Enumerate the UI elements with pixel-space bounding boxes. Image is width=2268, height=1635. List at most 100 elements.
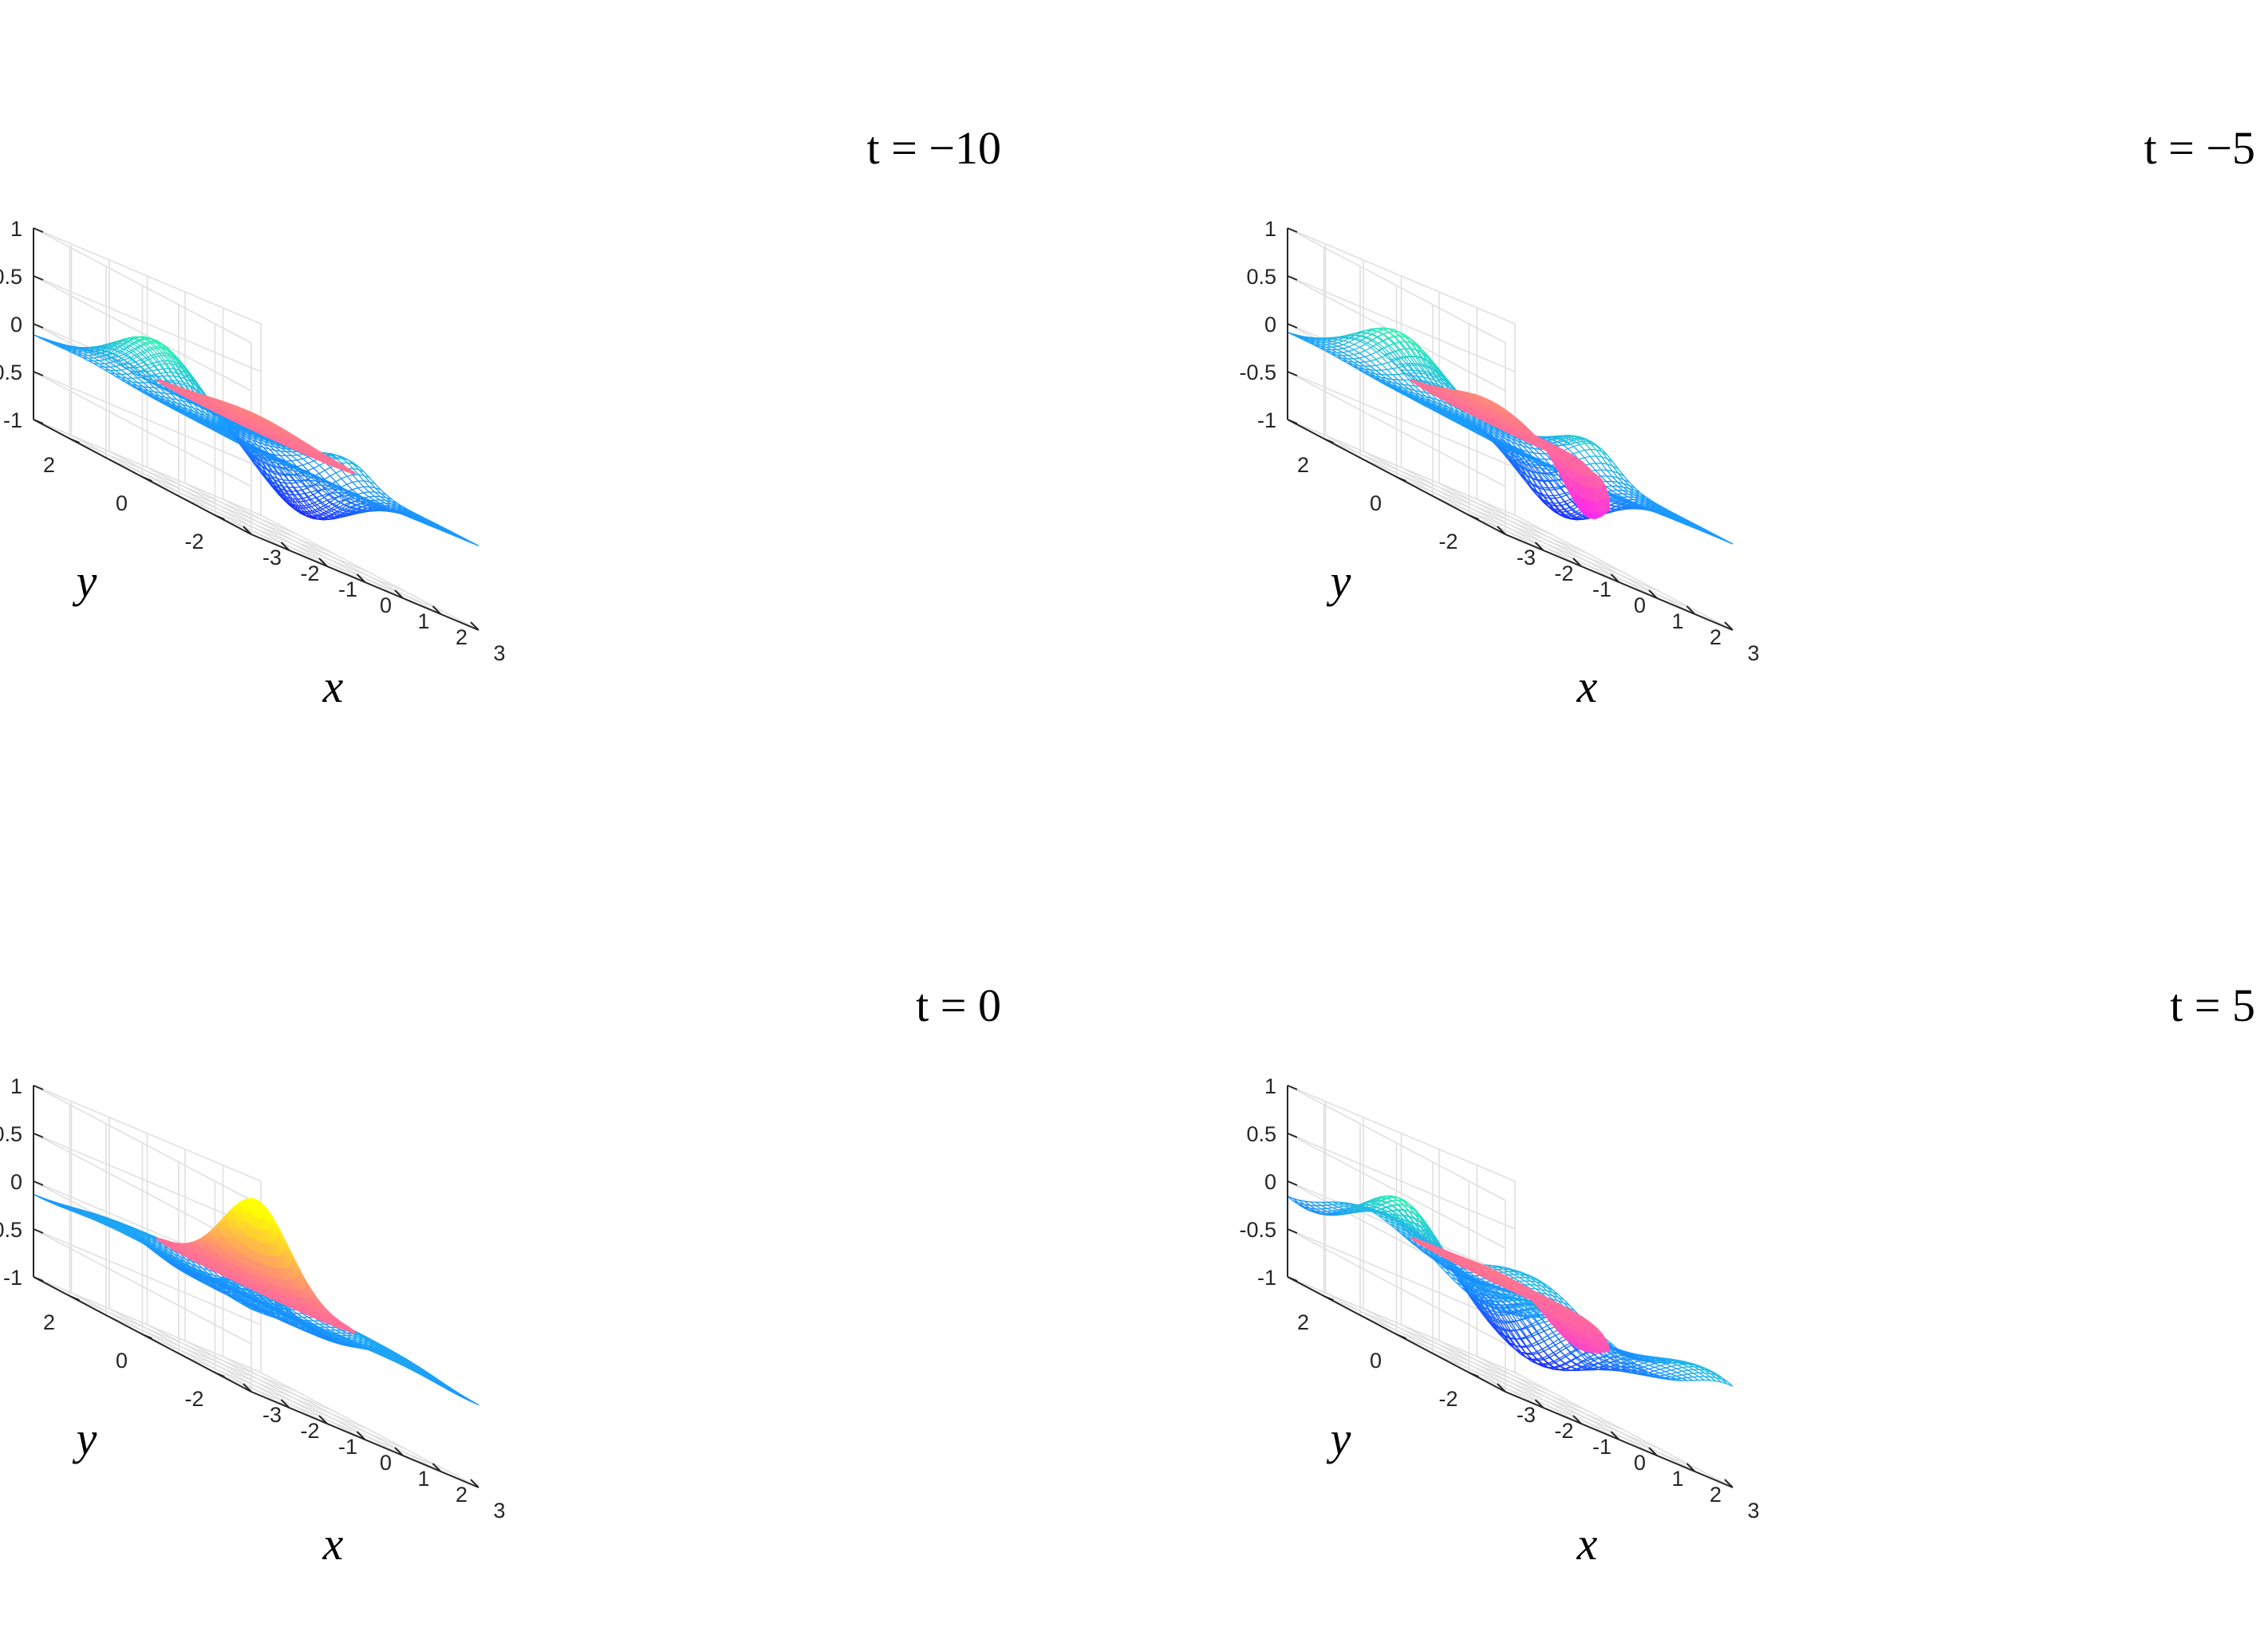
mesh-line [101,345,107,347]
mesh-line [313,460,320,466]
mesh-line [112,346,119,350]
mesh-line [168,360,174,363]
y-tick-label: 0 [116,491,128,515]
mesh-line [306,514,313,517]
z-tick [33,371,44,376]
mesh-line [115,365,122,371]
mesh-line [306,510,313,513]
mesh-surface [33,334,479,546]
mesh-line [389,510,396,512]
mesh-line [146,363,152,366]
mesh-line [118,353,124,357]
x-tick-label: 1 [417,609,429,633]
mesh-line [363,486,370,493]
mesh-line [156,346,163,354]
mesh-line [135,366,141,368]
mesh-line [128,355,136,359]
mesh-line [1375,351,1382,358]
mesh-line [390,506,396,509]
mesh-line [179,369,185,373]
gridline [142,476,370,573]
mesh-line [127,347,134,353]
mesh-line [302,458,309,464]
mesh-line [126,373,133,379]
mesh-line [160,387,167,394]
mesh-line [357,480,365,487]
mesh-line [165,392,172,395]
mesh-line [324,467,331,471]
mesh-line [160,392,166,394]
mesh-line [132,351,140,357]
mesh-line [162,353,168,355]
z-tick [33,275,44,281]
mesh-line [145,347,152,351]
mesh-line [1354,344,1360,348]
mesh-line [155,348,162,357]
gridline [1469,514,1697,612]
y-tick-label: -2 [184,530,203,554]
mesh-line [291,459,298,462]
mesh-line [329,472,337,477]
mesh-line [155,356,162,365]
mesh-line [149,342,156,349]
mesh-line [286,448,293,451]
mesh-line [99,357,105,360]
mesh-line [173,368,179,371]
mesh-line [84,347,90,349]
x-axis-label: x [322,660,344,712]
mesh-line [1386,368,1393,376]
mesh-line [1364,350,1371,356]
mesh-line [307,467,314,471]
gridline [69,438,298,535]
z-tick-label: -1 [3,408,22,432]
mesh-line [307,463,314,469]
mesh-line [132,377,138,384]
mesh-line [115,369,122,372]
mesh-line [352,482,359,489]
mesh-line [312,518,318,520]
z-tick-label: 1 [10,217,22,241]
mesh-line [143,386,149,388]
mesh-line [117,348,124,353]
mesh-line [313,464,320,469]
z-tick-label: 0.5 [0,265,22,289]
mesh-line [297,458,303,461]
mesh-line [308,460,314,464]
mesh-line [335,470,342,474]
mesh-line [1559,492,1565,496]
gridline [1432,495,1661,593]
mesh-line [346,481,353,485]
mesh-line [352,474,359,482]
mesh-line [160,364,168,373]
mesh-line [134,345,140,349]
mesh-line [121,351,128,356]
gridline [105,457,334,554]
mesh-line [176,399,183,405]
gridline [178,495,407,593]
mesh-line [128,348,136,353]
mesh-line [1348,341,1355,345]
mesh-line [324,470,331,477]
x-tick-label: -2 [300,561,319,585]
mesh-line [146,370,152,372]
mesh-line [335,472,342,479]
mesh-line [156,360,163,363]
mesh-line [151,345,157,349]
mesh-line [363,491,369,494]
mesh-line [391,501,397,504]
mesh-line [104,368,110,372]
mesh-line [140,349,146,353]
mesh-line [144,344,151,351]
mesh-line [132,381,138,384]
mesh-line [144,352,151,360]
mesh-line [363,496,369,499]
mesh-line [99,360,105,364]
y-tick-label: 2 [43,453,55,477]
gridline [33,227,252,344]
gridline [215,514,443,612]
mesh-line [341,475,348,479]
mesh-line [82,357,89,359]
mesh-line [148,382,156,388]
